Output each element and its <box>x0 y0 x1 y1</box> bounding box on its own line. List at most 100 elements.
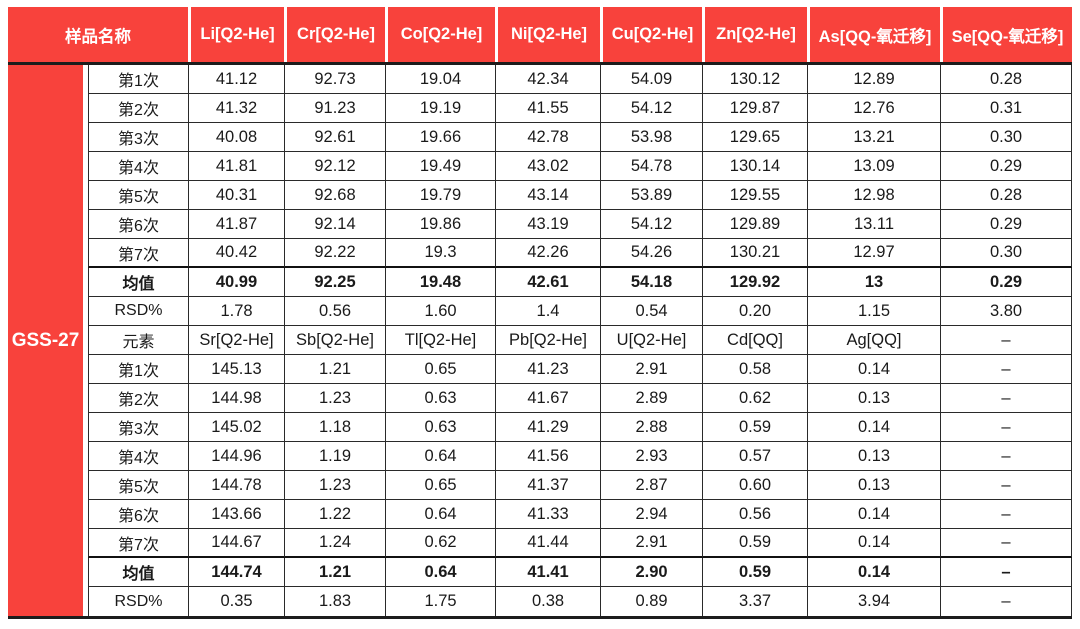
table-cell: 54.26 <box>600 239 702 268</box>
row-label: 元素 <box>88 326 188 355</box>
table-cell: 13 <box>807 268 940 297</box>
table-cell: 0.56 <box>702 500 807 529</box>
table-cell: 42.26 <box>495 239 600 268</box>
table-cell: 19.86 <box>385 210 495 239</box>
table-cell: 1.21 <box>284 355 385 384</box>
table-cell: 12.89 <box>807 65 940 94</box>
table-cell: 40.99 <box>188 268 284 297</box>
table-cell: 41.41 <box>495 558 600 587</box>
table-cell: 2.87 <box>600 471 702 500</box>
table-cell: 0.60 <box>702 471 807 500</box>
table-cell: – <box>940 529 1072 558</box>
table-cell: 54.12 <box>600 210 702 239</box>
table-cell: 0.62 <box>385 529 495 558</box>
sample-name-header: 样品名称 <box>8 7 188 62</box>
column-header: Cu[Q2-He] <box>600 7 702 62</box>
column-header: Co[Q2-He] <box>385 7 495 62</box>
table-cell: 1.21 <box>284 558 385 587</box>
table-cell: 145.02 <box>188 413 284 442</box>
table-cell: 41.55 <box>495 94 600 123</box>
table-cell: 1.22 <box>284 500 385 529</box>
table-cell: 2.93 <box>600 442 702 471</box>
table-cell: – <box>940 500 1072 529</box>
column-header: As[QQ-氧迁移] <box>807 7 940 62</box>
table-cell: 92.25 <box>284 268 385 297</box>
row-label: 均值 <box>88 268 188 297</box>
table-cell: 0.13 <box>807 384 940 413</box>
results-table: 样品名称 Li[Q2-He] Cr[Q2-He] Co[Q2-He] Ni[Q2-He… <box>8 7 1072 619</box>
table-cell: 43.19 <box>495 210 600 239</box>
table-cell: 0.14 <box>807 355 940 384</box>
table-cell: 19.66 <box>385 123 495 152</box>
element-name-cell: Pb[Q2-He] <box>495 326 600 355</box>
table-cell: 41.87 <box>188 210 284 239</box>
table-cell: 41.37 <box>495 471 600 500</box>
table-cell: 41.29 <box>495 413 600 442</box>
table-cell: 19.19 <box>385 94 495 123</box>
table-cell: – <box>940 558 1072 587</box>
table-cell: 2.94 <box>600 500 702 529</box>
table-cell: 0.59 <box>702 413 807 442</box>
table-cell: 91.23 <box>284 94 385 123</box>
table-cell: 53.89 <box>600 181 702 210</box>
table-cell: 19.04 <box>385 65 495 94</box>
row-label: 第6次 <box>88 500 188 529</box>
row-label: 第1次 <box>88 355 188 384</box>
table-cell: 0.29 <box>940 210 1072 239</box>
table-cell: 0.65 <box>385 471 495 500</box>
table-cell: 0.65 <box>385 355 495 384</box>
table-cell: 0.64 <box>385 500 495 529</box>
table-cell: 42.78 <box>495 123 600 152</box>
table-cell: 0.13 <box>807 471 940 500</box>
table-cell: 0.30 <box>940 123 1072 152</box>
table-cell: 144.74 <box>188 558 284 587</box>
table-cell: 41.32 <box>188 94 284 123</box>
table-cell: 40.42 <box>188 239 284 268</box>
table-cell: 129.87 <box>702 94 807 123</box>
row-label: 第6次 <box>88 210 188 239</box>
table-cell: 130.21 <box>702 239 807 268</box>
table-cell: 41.67 <box>495 384 600 413</box>
table-cell: 0.14 <box>807 558 940 587</box>
table-cell: 2.91 <box>600 529 702 558</box>
element-name-cell: – <box>940 326 1072 355</box>
table-cell: 0.13 <box>807 442 940 471</box>
table-cell: 54.12 <box>600 94 702 123</box>
table-cell: 129.65 <box>702 123 807 152</box>
table-cell: 0.14 <box>807 500 940 529</box>
column-header: Se[QQ-氧迁移] <box>940 7 1072 62</box>
table-cell: 41.12 <box>188 65 284 94</box>
table-cell: 41.56 <box>495 442 600 471</box>
row-label: 第1次 <box>88 65 188 94</box>
table-cell: 0.64 <box>385 558 495 587</box>
table-cell: 54.78 <box>600 152 702 181</box>
table-cell: 3.94 <box>807 587 940 616</box>
row-label: 第4次 <box>88 152 188 181</box>
table-cell: – <box>940 384 1072 413</box>
table-cell: 0.57 <box>702 442 807 471</box>
row-label: 第7次 <box>88 239 188 268</box>
table-cell: 1.23 <box>284 471 385 500</box>
table-cell: 0.59 <box>702 529 807 558</box>
table-cell: 0.64 <box>385 442 495 471</box>
element-name-cell: Ag[QQ] <box>807 326 940 355</box>
table-cell: 0.28 <box>940 65 1072 94</box>
table-cell: 40.08 <box>188 123 284 152</box>
table-cell: – <box>940 355 1072 384</box>
table-cell: 43.02 <box>495 152 600 181</box>
element-name-cell: Cd[QQ] <box>702 326 807 355</box>
row-label: 第3次 <box>88 413 188 442</box>
table-cell: – <box>940 587 1072 616</box>
table-cell: 42.34 <box>495 65 600 94</box>
table-cell: 0.35 <box>188 587 284 616</box>
table-cell: 0.20 <box>702 297 807 326</box>
table-cell: 0.31 <box>940 94 1072 123</box>
column-header: Li[Q2-He] <box>188 7 284 62</box>
table-cell: 0.29 <box>940 268 1072 297</box>
table-bottom-border <box>8 616 1072 619</box>
table-cell: 1.24 <box>284 529 385 558</box>
table-cell: 144.67 <box>188 529 284 558</box>
table-cell: 13.09 <box>807 152 940 181</box>
table-cell: – <box>940 413 1072 442</box>
